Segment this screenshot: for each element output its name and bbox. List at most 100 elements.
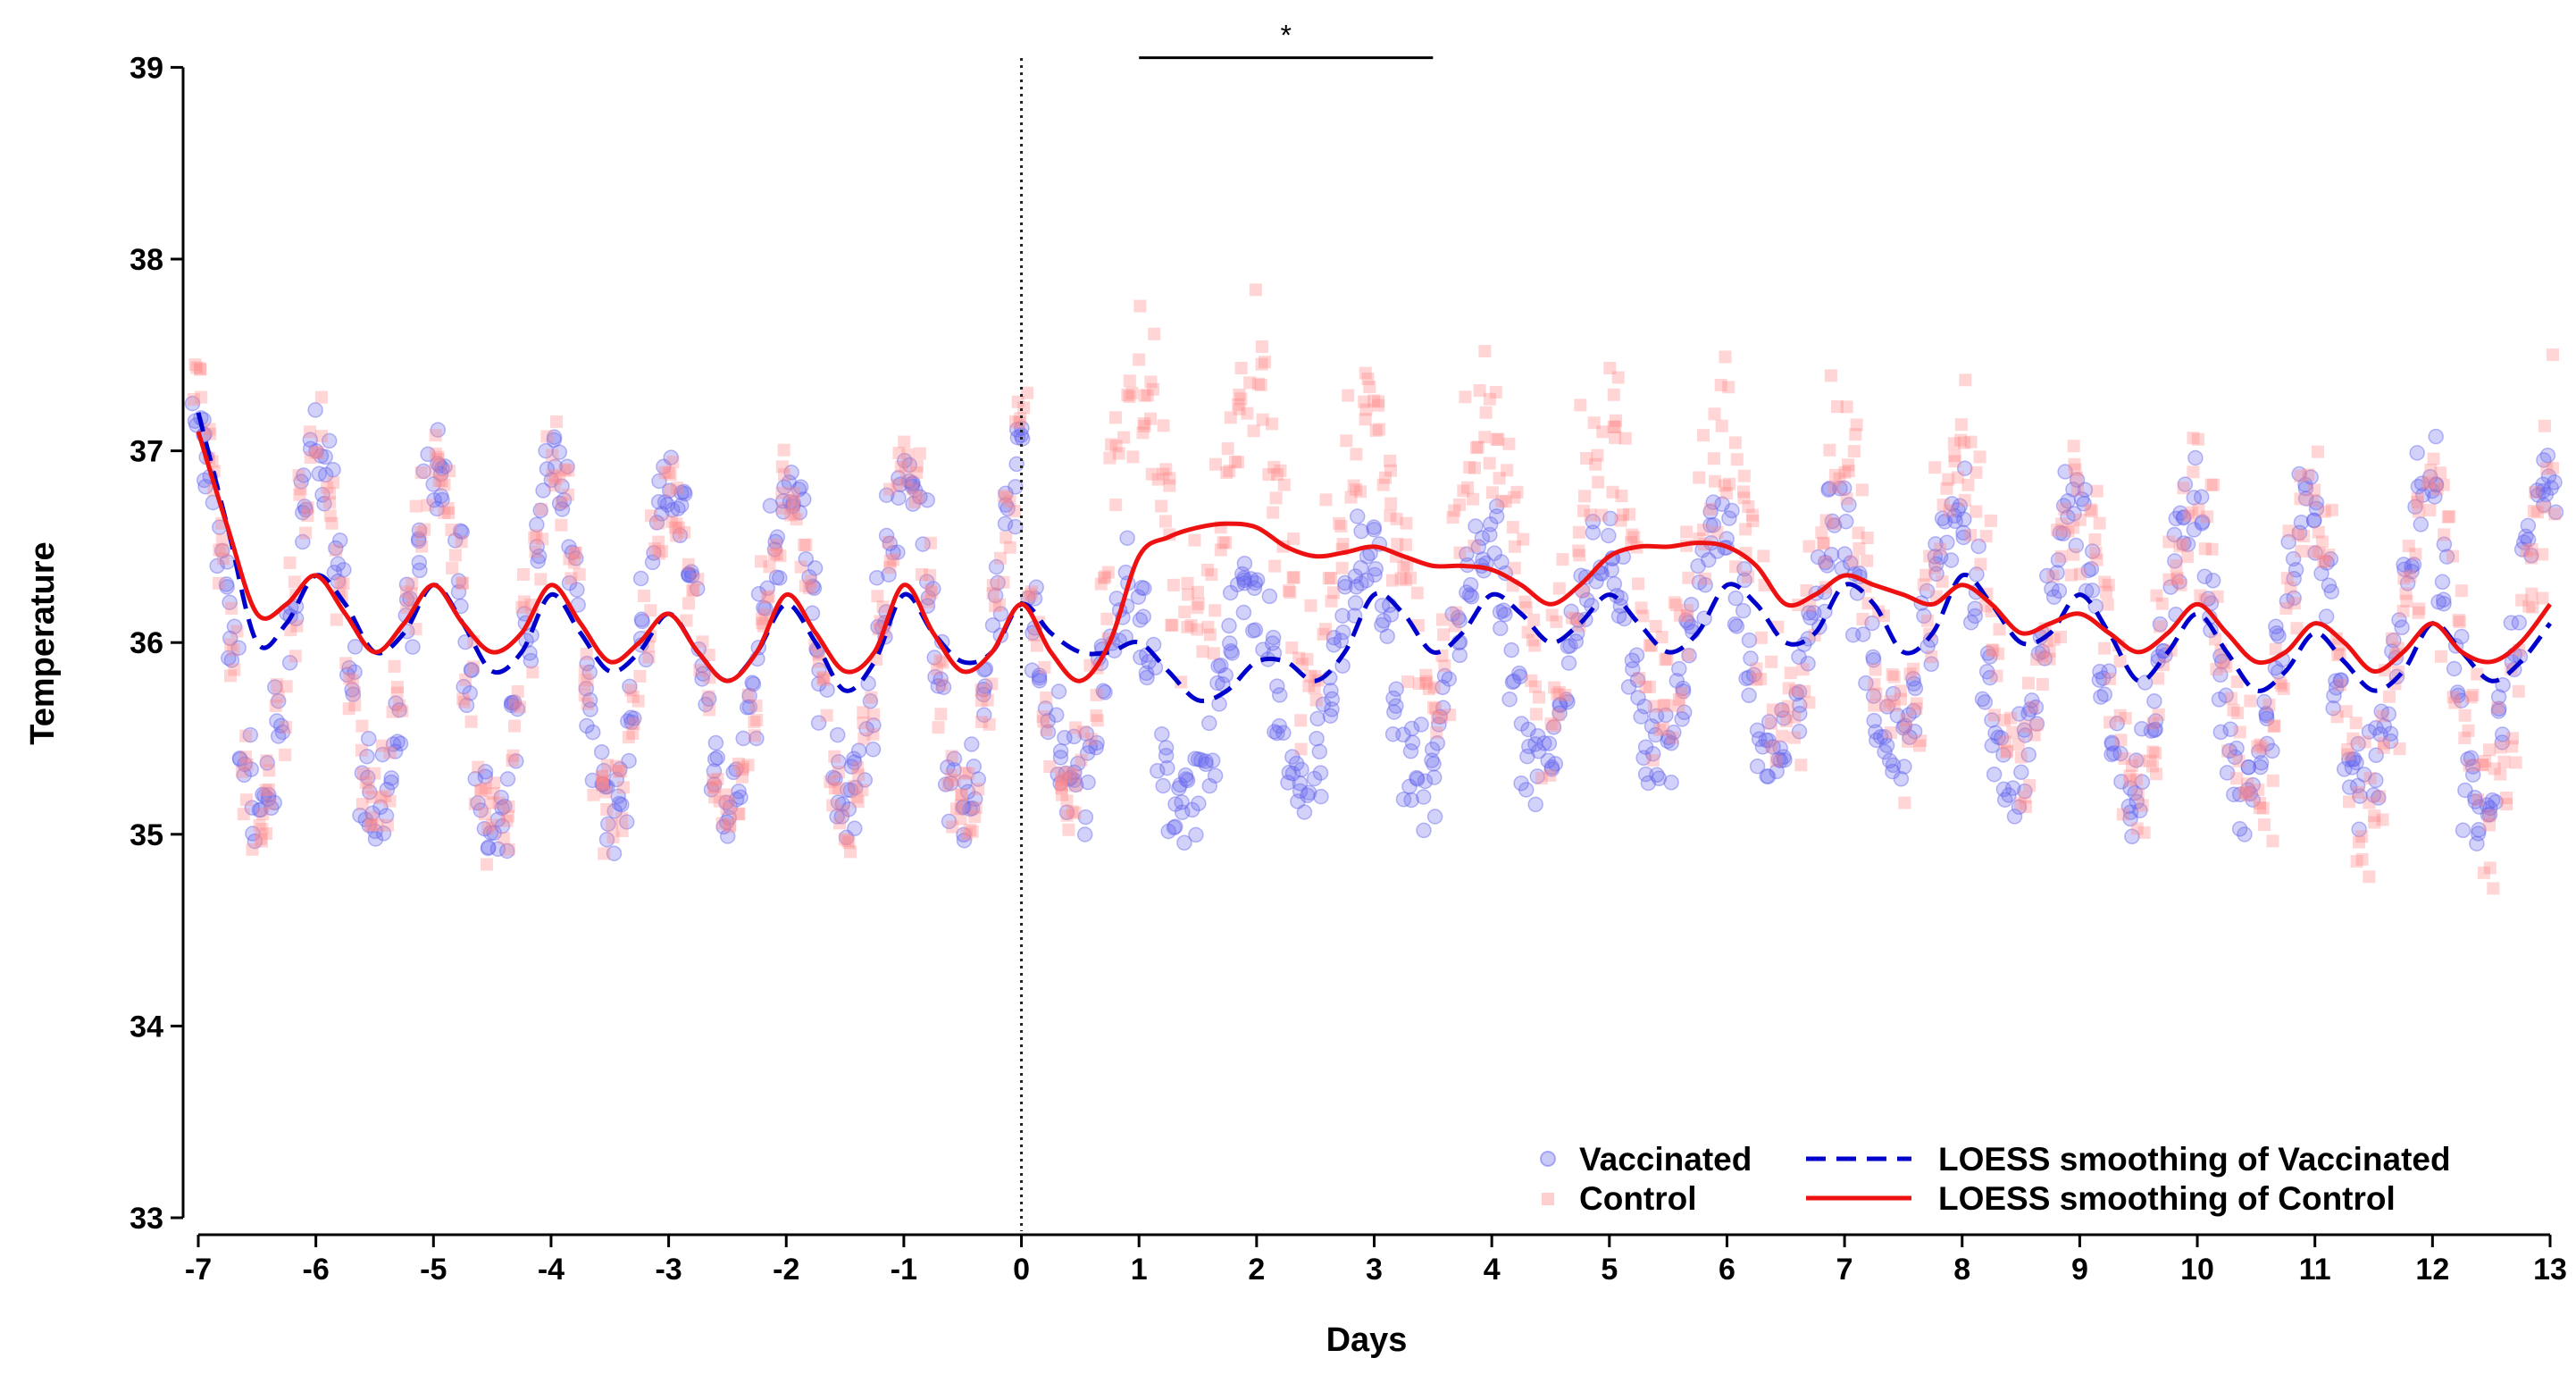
control-point: [1384, 497, 1398, 510]
control-point: [2055, 517, 2069, 531]
control-point: [1181, 576, 1194, 590]
vaccinated-point: [2120, 798, 2137, 815]
vaccinated-point: [2127, 784, 2143, 801]
vaccinated-point: [2404, 558, 2420, 574]
vaccinated-point: [1379, 628, 1395, 644]
control-point: [2262, 698, 2276, 711]
control-point: [1943, 504, 1956, 517]
vaccinated-point: [1089, 734, 1105, 751]
control-point: [1438, 659, 1451, 673]
vaccinated-point: [367, 831, 384, 847]
vaccinated-point: [2073, 490, 2090, 507]
control-point: [1954, 418, 1968, 432]
control-point: [874, 615, 887, 628]
control-point: [1798, 684, 1811, 698]
control-point: [1247, 424, 1260, 438]
control-point: [2067, 548, 2080, 561]
vaccinated-point: [998, 485, 1014, 502]
control-point: [606, 830, 620, 843]
control-point: [1485, 486, 1499, 499]
control-point: [1742, 570, 1754, 583]
control-point: [2221, 744, 2234, 758]
vaccinated-point: [2413, 475, 2430, 491]
vaccinated-point: [1171, 780, 1187, 796]
vaccinated-point: [622, 678, 638, 695]
vaccinated-point: [2152, 616, 2169, 633]
vaccinated-point: [420, 446, 436, 463]
vaccinated-point: [709, 750, 726, 766]
control-point: [891, 478, 904, 491]
vaccinated-point: [984, 616, 1001, 633]
vaccinated-point: [1928, 566, 1945, 583]
control-point: [969, 801, 983, 815]
vaccinated-point: [1644, 745, 1661, 762]
vaccinated-point: [2319, 555, 2335, 571]
vaccinated-point: [1956, 511, 1972, 528]
control-point: [1344, 490, 1358, 504]
control-point: [1729, 560, 1743, 574]
control-point: [596, 775, 609, 788]
control-point: [832, 782, 845, 795]
vaccinated-point: [757, 600, 774, 617]
vaccinated-point: [731, 783, 747, 800]
vaccinated-point: [1147, 659, 1164, 676]
vaccinated-point: [1660, 733, 1676, 750]
control-point: [573, 567, 586, 581]
control-point: [1400, 516, 1413, 530]
control-point: [1750, 662, 1763, 675]
control-point: [1201, 620, 1215, 633]
control-point: [1986, 644, 2000, 658]
control-point: [1699, 572, 1711, 585]
control-point: [1427, 700, 1441, 714]
vaccinated-point: [2017, 727, 2034, 743]
control-point: [581, 697, 594, 710]
vaccinated-point: [2092, 664, 2108, 680]
control-point: [1430, 711, 1443, 724]
vaccinated-point: [385, 736, 402, 752]
control-point: [1961, 478, 1975, 491]
control-point: [2435, 650, 2447, 663]
vaccinated-point: [2020, 746, 2037, 763]
control-point: [1529, 708, 1543, 721]
vaccinated-point: [1155, 777, 1171, 794]
vaccinated-point: [926, 650, 942, 666]
vaccinated-point: [843, 759, 860, 775]
control-point: [776, 501, 790, 515]
control-point: [507, 698, 521, 711]
control-point: [2233, 725, 2246, 739]
vaccinated-point: [1749, 758, 1766, 775]
vaccinated-point: [2457, 782, 2473, 799]
x-tick-label: 6: [1719, 1253, 1735, 1287]
control-point: [2036, 678, 2049, 691]
vaccinated-point: [1188, 826, 1204, 843]
control-point: [448, 549, 462, 562]
vaccinated-point: [2466, 789, 2483, 806]
vaccinated-point: [1967, 600, 1983, 616]
vaccinated-point: [744, 675, 760, 691]
control-point: [528, 532, 541, 545]
control-point: [188, 358, 202, 372]
control-point: [599, 785, 613, 799]
control-point: [2363, 870, 2376, 884]
control-point: [756, 616, 769, 630]
vaccinated-point: [2251, 743, 2267, 759]
vaccinated-point: [2494, 734, 2511, 750]
control-point: [481, 822, 494, 835]
control-point: [190, 361, 204, 374]
vaccinated-point: [2470, 826, 2487, 842]
vaccinated-point: [2193, 489, 2210, 505]
control-point: [1603, 362, 1617, 374]
control-point: [1903, 667, 1917, 681]
vaccinated-point: [1374, 616, 1390, 633]
control-point: [204, 427, 217, 440]
vaccinated-point: [2488, 793, 2504, 810]
control-point: [2211, 590, 2224, 603]
control-point: [2256, 801, 2270, 815]
control-point: [708, 791, 721, 804]
vaccinated-point: [745, 675, 762, 692]
vaccinated-point: [858, 721, 874, 737]
vaccinated-point: [905, 474, 921, 491]
control-point: [648, 542, 662, 556]
vaccinated-point: [1061, 771, 1077, 787]
vaccinated-point: [2187, 449, 2204, 466]
